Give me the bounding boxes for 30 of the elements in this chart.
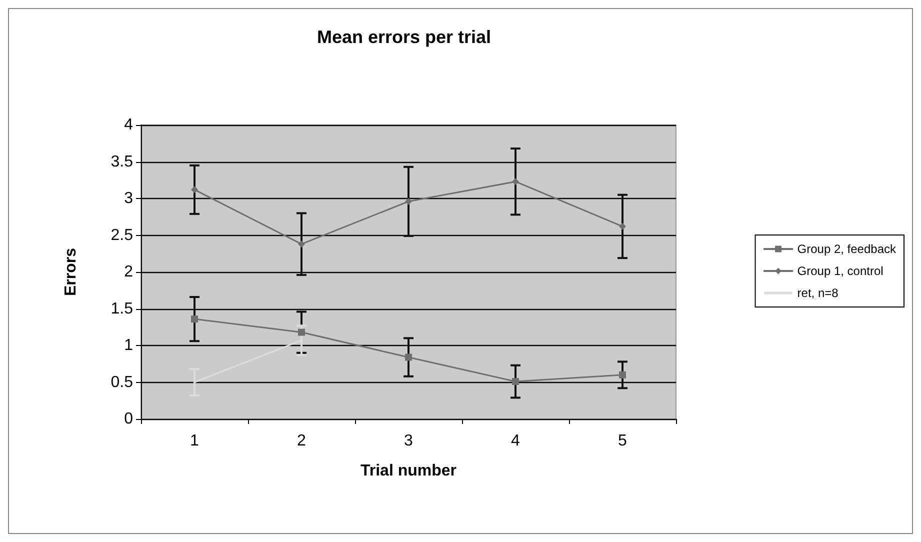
point	[619, 222, 626, 230]
y-tick-label: 1	[124, 337, 134, 354]
point	[405, 354, 412, 361]
point	[298, 240, 305, 248]
legend-label: ret, n=8	[797, 286, 839, 300]
chart-title: Mean errors per trial	[316, 27, 492, 47]
y-axis-title: Errors	[62, 248, 80, 296]
point	[191, 316, 198, 323]
y-tick-label: 2.5	[110, 226, 134, 244]
y-tick-label: 0	[124, 410, 134, 428]
point	[405, 198, 412, 205]
point	[298, 328, 305, 336]
x-tick-label: 3	[404, 432, 414, 450]
point	[619, 371, 626, 378]
x-axis-title: Trial number	[360, 462, 457, 480]
y-tick-label: 1.5	[110, 300, 134, 318]
y-tick-label: 3	[124, 190, 134, 207]
x-tick-label: 5	[618, 432, 628, 450]
legend-label: Group 1, control	[797, 264, 884, 278]
x-tick-label: 2	[297, 432, 306, 450]
point	[191, 186, 198, 194]
y-tick-label: 2	[124, 264, 134, 280]
legend-label: Group 2, feedback	[797, 242, 897, 256]
x-tick-label: 1	[190, 432, 200, 450]
point	[512, 378, 519, 386]
y-tick-label: 3.5	[110, 153, 134, 170]
y-tick-label: 0.5	[110, 374, 134, 391]
y-tick-label: 4	[124, 116, 134, 134]
x-tick-label: 4	[511, 432, 520, 450]
point	[512, 178, 519, 186]
